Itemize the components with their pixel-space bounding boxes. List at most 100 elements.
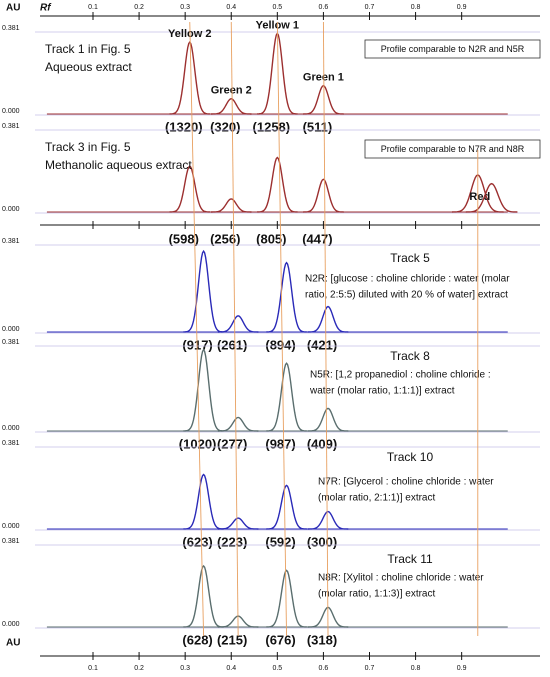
x-tick-label: 0.5 [272, 665, 282, 672]
y-tick-label: 0.000 [2, 108, 20, 115]
x-tick-label: 0.5 [272, 4, 282, 11]
peak [183, 348, 224, 432]
x-tick-label: 0.7 [365, 4, 375, 11]
annotation-box [364, 139, 541, 159]
peak-area: (421) [307, 337, 337, 352]
peak [257, 156, 298, 213]
peak-area: (628) [182, 632, 212, 647]
peak [303, 84, 344, 115]
peak [266, 362, 307, 432]
x-tick-label: 0.6 [319, 4, 329, 11]
peak [266, 261, 307, 333]
peak-area: (894) [265, 337, 295, 352]
track-description: N8R: [Xylitol : choline chloride : water [318, 573, 484, 584]
peak-area: (623) [182, 534, 212, 549]
peak [183, 249, 224, 333]
y-tick-label: 0.000 [2, 523, 20, 530]
y-tick-label: 0.000 [2, 206, 20, 213]
x-tick-label: 0.9 [457, 665, 467, 672]
x-tick-label: 0.4 [226, 665, 236, 672]
x-tick-label: 0.2 [134, 665, 144, 672]
annotation: Profile comparable to N7R and N8R [381, 144, 525, 154]
track-description: (molar ratio, 2:1:1)] extract [318, 493, 435, 504]
annotation: Profile comparable to N2R and N5R [381, 44, 525, 54]
peak-area: (598) [169, 231, 199, 246]
peak-area: (1320) [165, 119, 203, 134]
y-tick-label: 0.381 [2, 339, 20, 346]
x-tick-label: 0.8 [411, 665, 421, 672]
peak [307, 510, 349, 530]
x-tick-label: 0.4 [226, 4, 236, 11]
annotation-box [364, 39, 541, 59]
peak [307, 407, 349, 432]
peak-area: (917) [182, 337, 212, 352]
peak [169, 165, 211, 213]
peak-area: (256) [210, 231, 240, 246]
peak [183, 564, 224, 628]
peak [217, 416, 259, 432]
track-subtitle: Methanolic aqueous extract [45, 158, 192, 172]
peak-area: (1258) [253, 119, 291, 134]
peak [217, 517, 259, 530]
peak [183, 473, 224, 530]
guide-line [189, 21, 205, 637]
track-description: (molar ratio, 1:1:3)] extract [318, 589, 435, 600]
y-tick-label: 0.381 [2, 538, 20, 545]
y-tick-label: 0.381 [2, 25, 20, 32]
track-title: Track 5 [390, 251, 430, 265]
y-tick-label: 0.000 [2, 425, 20, 432]
peak-area: (409) [307, 436, 337, 451]
x-tick-label: 0.3 [180, 4, 190, 11]
x-tick-label: 0.1 [88, 665, 98, 672]
peak-area: (261) [217, 337, 247, 352]
track-title: Track 8 [390, 349, 430, 363]
peak [303, 178, 344, 213]
track-description: N5R: [1,2 propanediol : choline chloride… [310, 370, 491, 381]
guide-line [230, 21, 239, 637]
peak-area: (300) [307, 534, 337, 549]
track-description: N7R: [Glycerol : choline chloride : wate… [318, 477, 494, 488]
peak [210, 198, 252, 213]
peak [210, 98, 252, 115]
x-tick-label: 0.9 [457, 4, 467, 11]
peak-area: (320) [210, 119, 240, 134]
peak-area: (215) [217, 632, 247, 647]
peak-area: (1020) [179, 436, 217, 451]
peak-area: (447) [302, 231, 332, 246]
track-title: Track 1 in Fig. 5 [45, 42, 131, 56]
peak-area: (676) [265, 632, 295, 647]
peak-area: (277) [217, 436, 247, 451]
peak [169, 40, 211, 115]
peak [307, 305, 349, 333]
track-description: ratio, 2:5:5) diluted with 20 % of water… [305, 290, 508, 301]
peak-area: (223) [217, 534, 247, 549]
peak-name: Red [469, 191, 490, 203]
peak [266, 484, 307, 530]
rf-label: Rf [40, 3, 52, 14]
y-tick-label: 0.381 [2, 440, 20, 447]
peak-area: (592) [265, 534, 295, 549]
track-title: Track 11 [387, 552, 433, 566]
track-description: N2R: [glucose : choline chloride : water… [305, 274, 510, 285]
track-subtitle: Aqueous extract [45, 60, 132, 74]
y-tick-label: 0.381 [2, 238, 20, 245]
x-tick-label: 0.1 [88, 4, 98, 11]
x-tick-label: 0.6 [319, 665, 329, 672]
peak-area: (318) [307, 632, 337, 647]
au-label: AU [6, 638, 20, 649]
y-tick-label: 0.000 [2, 326, 20, 333]
track-description: water (molar ratio, 1:1:1)] extract [309, 386, 455, 397]
peak [465, 182, 518, 213]
peak [266, 569, 307, 628]
peak-name: Green 2 [211, 85, 252, 97]
x-tick-label: 0.8 [411, 4, 421, 11]
x-tick-label: 0.7 [365, 665, 375, 672]
track-title: Track 10 [387, 450, 434, 464]
x-tick-label: 0.3 [180, 665, 190, 672]
guide-line [276, 21, 287, 637]
peak-area: (511) [303, 119, 333, 134]
au-label: AU [6, 3, 20, 14]
track-title: Track 3 in Fig. 5 [45, 140, 131, 154]
